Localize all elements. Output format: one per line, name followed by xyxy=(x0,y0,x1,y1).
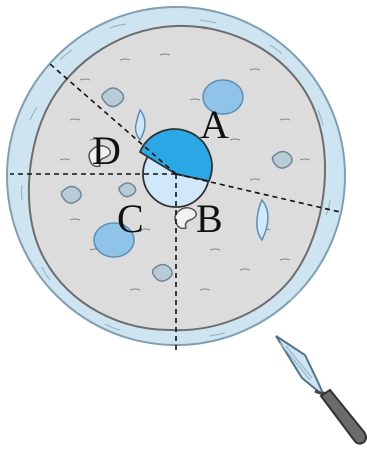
blue-toppings xyxy=(93,79,244,258)
white-mushroom-left xyxy=(88,145,111,168)
label-b: B xyxy=(196,196,223,241)
cut-lines xyxy=(10,63,341,350)
label-d: D xyxy=(92,128,121,173)
curved-pieces xyxy=(134,108,269,242)
pie-server-icon xyxy=(275,335,367,445)
label-c: C xyxy=(117,196,144,241)
highlight-sector xyxy=(138,128,213,183)
crust-texture xyxy=(20,19,331,337)
label-a: A xyxy=(200,102,229,147)
gray-toppings xyxy=(60,87,293,282)
